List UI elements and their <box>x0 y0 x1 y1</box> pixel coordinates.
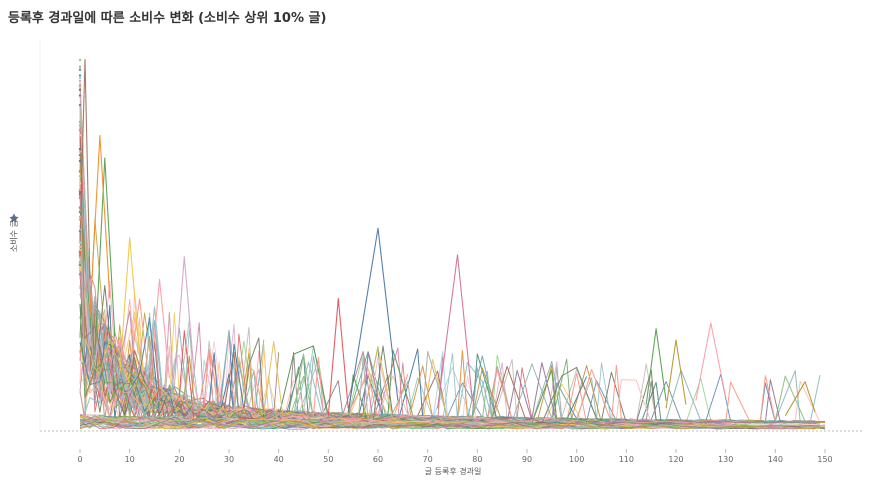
series-line <box>347 227 399 413</box>
data-point <box>78 256 82 259</box>
x-tick-label: 20 <box>174 455 184 464</box>
series-line <box>119 237 141 375</box>
data-point <box>78 263 82 267</box>
series-lines <box>78 58 826 430</box>
data-point <box>78 74 82 77</box>
data-point <box>78 58 82 62</box>
x-tick-label: 30 <box>224 455 234 464</box>
series-line <box>79 309 245 420</box>
x-tick-label: 0 <box>77 455 82 464</box>
series-line <box>89 134 111 318</box>
data-point <box>78 190 82 194</box>
x-tick-label: 120 <box>668 455 683 464</box>
x-tick-label: 60 <box>373 455 383 464</box>
x-axis-ticks: 0 10 20 30 40 50 60 70 80 90 100 110 120 130 140 150 <box>77 449 833 464</box>
series-line <box>367 363 816 424</box>
x-tick-label: 80 <box>472 455 482 464</box>
data-point <box>78 85 82 89</box>
data-point <box>78 254 82 258</box>
data-point <box>78 153 82 157</box>
data-point <box>78 245 82 248</box>
x-tick-label: 70 <box>423 455 433 464</box>
data-point <box>78 192 82 196</box>
data-point <box>78 269 82 272</box>
x-tick-label: 110 <box>619 455 634 464</box>
series-line <box>437 254 473 409</box>
data-point <box>78 182 82 185</box>
x-tick-label: 140 <box>768 455 783 464</box>
chart-title: 등록후 경과일에 따른 소비수 변화 (소비수 상위 10% 글) <box>8 11 327 26</box>
data-point <box>78 196 82 200</box>
data-point <box>78 194 82 197</box>
data-point <box>78 266 82 270</box>
data-point <box>78 211 82 214</box>
data-point <box>78 129 82 132</box>
x-tick-label: 50 <box>323 455 333 464</box>
x-axis-label: 글 등록후 경과일 <box>424 467 482 476</box>
series-line <box>94 157 116 356</box>
series-line <box>79 59 91 280</box>
series-line <box>79 418 821 430</box>
pin-icon[interactable] <box>9 213 19 223</box>
series-line <box>665 339 687 409</box>
data-point <box>78 124 82 127</box>
data-point <box>78 76 82 80</box>
data-point <box>78 230 82 233</box>
data-point <box>78 134 82 137</box>
series-line <box>695 322 727 401</box>
data-point <box>78 120 82 124</box>
data-point <box>78 174 82 178</box>
data-point <box>78 103 82 107</box>
data-point <box>78 260 82 263</box>
series-line <box>79 81 200 422</box>
data-point <box>78 94 82 97</box>
data-point <box>78 147 82 151</box>
x-tick-label: 100 <box>569 455 584 464</box>
series-line <box>79 282 632 424</box>
data-point <box>78 250 82 254</box>
series-line <box>784 381 816 417</box>
x-tick-label: 10 <box>125 455 135 464</box>
data-point <box>78 67 82 71</box>
x-tick-label: 90 <box>522 455 532 464</box>
series-line <box>79 417 821 430</box>
data-point <box>78 169 82 173</box>
series-line <box>367 363 816 424</box>
data-point <box>78 159 82 163</box>
series-line <box>645 328 667 405</box>
data-point <box>78 241 82 244</box>
series-line <box>148 278 170 394</box>
data-point <box>78 206 82 209</box>
data-point <box>78 218 82 221</box>
data-point <box>78 150 82 153</box>
series-line <box>173 256 195 386</box>
data-point <box>78 273 82 276</box>
x-tick-label: 150 <box>817 455 832 464</box>
series-line <box>327 297 349 416</box>
data-point <box>78 248 82 252</box>
data-point <box>78 65 82 68</box>
x-tick-label: 130 <box>718 455 733 464</box>
data-point <box>78 79 82 83</box>
data-point <box>78 215 82 219</box>
x-tick-label: 40 <box>274 455 284 464</box>
data-point <box>78 88 82 91</box>
